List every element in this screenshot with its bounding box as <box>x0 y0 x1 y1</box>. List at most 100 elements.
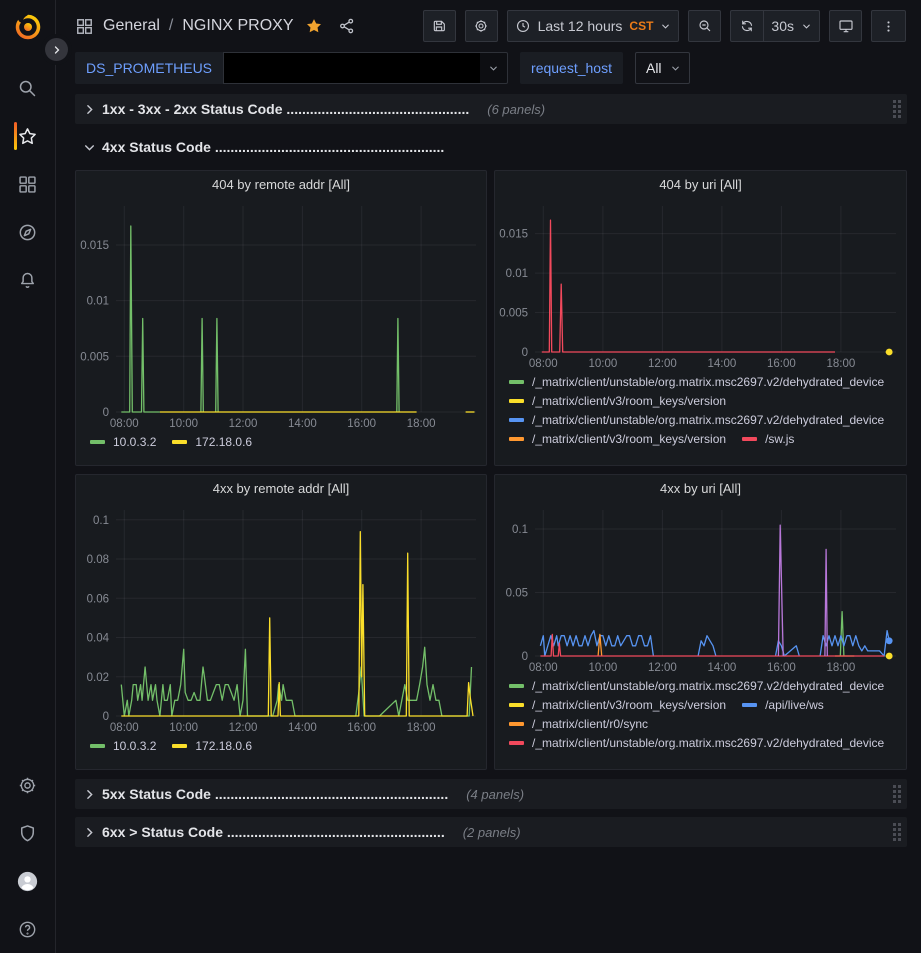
dashboard-settings-button[interactable] <box>464 10 498 42</box>
dashboard-variables-bar: DS_PROMETHEUS request_host All <box>56 52 921 88</box>
row-drag-handle[interactable] <box>893 100 901 118</box>
panel-legend: /_matrix/client/unstable/org.matrix.msc2… <box>495 373 906 465</box>
legend-swatch <box>742 703 758 707</box>
variable-label[interactable]: request_host <box>520 52 623 84</box>
sidebar-item-dashboards[interactable] <box>0 160 56 208</box>
svg-text:0.01: 0.01 <box>87 296 109 308</box>
legend-swatch <box>509 741 524 745</box>
variable-value-select[interactable]: All <box>634 52 690 84</box>
save-dashboard-button[interactable] <box>422 10 456 42</box>
legend-item[interactable]: /_matrix/client/unstable/org.matrix.msc2… <box>509 375 884 389</box>
legend-item[interactable]: 10.0.3.2 <box>90 435 156 449</box>
sidebar-item-starred[interactable] <box>0 112 56 160</box>
sidebar-expand-button[interactable] <box>45 38 68 61</box>
clock-icon <box>516 19 529 33</box>
series-line <box>200 317 204 413</box>
legend-label: /sw.js <box>765 432 795 446</box>
time-series-plot[interactable]: 08:00 10:00 12:00 14:00 16:00 18:00 0 0.05 0.1 <box>495 501 906 677</box>
panel-title[interactable]: 404 by uri [All] <box>659 176 742 192</box>
compass-icon <box>17 222 38 243</box>
sidebar-item-help[interactable] <box>0 905 56 953</box>
legend-item[interactable]: 172.18.0.6 <box>172 435 252 449</box>
panel-404-by-remote-addr: 404 by remote addr [All] 08:00 10:00 12:00… <box>75 170 487 466</box>
series-point-marker <box>885 637 893 645</box>
panel-title[interactable]: 4xx by uri [All] <box>660 480 741 496</box>
time-range-picker[interactable]: Last 12 hours CST <box>506 10 680 42</box>
panel-title[interactable]: 4xx by remote addr [All] <box>212 480 350 496</box>
legend-item[interactable]: /_matrix/client/unstable/org.matrix.msc2… <box>509 679 884 693</box>
more-options-button[interactable] <box>871 10 906 42</box>
legend-item[interactable]: /_matrix/client/unstable/org.matrix.msc2… <box>509 413 884 427</box>
svg-text:0: 0 <box>522 347 528 359</box>
legend-label: /_matrix/client/unstable/org.matrix.msc2… <box>532 736 885 750</box>
svg-text:14:00: 14:00 <box>708 358 737 370</box>
series-point-marker <box>885 652 893 660</box>
panel-legend: /_matrix/client/unstable/org.matrix.msc2… <box>495 677 906 769</box>
grafana-logo[interactable] <box>13 12 43 42</box>
refresh-button[interactable] <box>730 10 764 42</box>
breadcrumb-dashboard-title[interactable]: NGINX PROXY <box>182 17 294 34</box>
row-panel-count: (6 panels) <box>487 101 546 117</box>
svg-text:0.01: 0.01 <box>506 268 528 280</box>
row-drag-handle[interactable] <box>893 785 901 803</box>
row-title-dots: ........................................… <box>226 824 445 840</box>
cycle-view-mode-button[interactable] <box>829 10 862 42</box>
variable-ds-prometheus: DS_PROMETHEUS <box>75 52 509 84</box>
legend-swatch <box>90 440 105 444</box>
time-series-plot[interactable]: 08:00 10:00 12:00 14:00 16:00 18:00 0 0.02 0.04 0… <box>76 501 486 737</box>
zoom-out-time-button[interactable] <box>688 10 722 42</box>
svg-text:0: 0 <box>103 407 109 419</box>
refresh-interval-picker[interactable]: 30s <box>763 10 820 42</box>
legend-label: /_matrix/client/unstable/org.matrix.msc2… <box>532 413 885 427</box>
legend-label: /_matrix/client/unstable/org.matrix.msc2… <box>532 375 885 389</box>
timezone-label: CST <box>629 19 654 33</box>
sidebar-item-server-admin[interactable] <box>0 809 56 857</box>
chevron-right-icon <box>83 103 96 116</box>
legend-item[interactable]: /_matrix/client/v3/room_keys/version <box>509 394 726 408</box>
legend-item[interactable]: /sw.js <box>742 432 794 446</box>
zoom-out-icon <box>699 20 711 32</box>
row-5xx[interactable]: 5xx Status Code ........................… <box>75 779 907 809</box>
row-1xx-3xx-2xx[interactable]: 1xx - 3xx - 2xx Status Code ............… <box>75 94 907 124</box>
legend-swatch <box>509 722 524 726</box>
legend-item[interactable]: /_matrix/client/v3/room_keys/version <box>509 698 726 712</box>
svg-text:0.08: 0.08 <box>87 554 109 566</box>
legend-swatch <box>172 440 188 444</box>
series-line <box>121 225 160 413</box>
favorite-star-icon[interactable] <box>305 17 323 35</box>
row-title: 6xx > Status Code <box>102 824 223 840</box>
svg-text:12:00: 12:00 <box>648 358 677 370</box>
row-4xx[interactable]: 4xx Status Code ........................… <box>75 132 907 162</box>
legend-item[interactable]: /_matrix/client/r0/sync <box>509 717 648 731</box>
legend-item[interactable]: 172.18.0.6 <box>172 739 252 753</box>
svg-text:0.015: 0.015 <box>80 240 109 252</box>
series-line <box>540 633 885 657</box>
legend-item[interactable]: 10.0.3.2 <box>90 739 156 753</box>
row-title-dots: ........................................… <box>214 139 445 155</box>
row-title-dots: ........................................… <box>286 101 470 117</box>
legend-item[interactable]: /api/live/ws <box>742 698 824 712</box>
apps-grid-icon <box>75 17 94 36</box>
row-drag-handle[interactable] <box>893 823 901 841</box>
time-series-plot[interactable]: 08:00 10:00 12:00 14:00 16:00 18:00 0 0.005 0.01… <box>76 197 486 433</box>
legend-swatch <box>172 744 188 748</box>
legend-item[interactable]: /_matrix/client/v3/room_keys/version <box>509 432 726 446</box>
svg-text:12:00: 12:00 <box>229 722 258 734</box>
time-series-plot[interactable]: 08:00 10:00 12:00 14:00 16:00 18:00 0 0.005 0.01… <box>495 197 906 373</box>
variable-label[interactable]: DS_PROMETHEUS <box>75 52 224 84</box>
sidebar-item-profile[interactable] <box>0 857 56 905</box>
sidebar-item-alerting[interactable] <box>0 256 56 304</box>
sidebar-item-explore[interactable] <box>0 208 56 256</box>
svg-text:12:00: 12:00 <box>229 418 258 430</box>
row-6xx[interactable]: 6xx > Status Code ......................… <box>75 817 907 847</box>
legend-item[interactable]: /_matrix/client/unstable/org.matrix.msc2… <box>509 736 884 750</box>
series-line <box>396 317 400 413</box>
sidebar-item-configuration[interactable] <box>0 761 56 809</box>
panel-title[interactable]: 404 by remote addr [All] <box>211 176 351 192</box>
series-line <box>539 629 655 657</box>
svg-text:10:00: 10:00 <box>589 358 618 370</box>
share-icon[interactable] <box>338 17 356 35</box>
variable-value-select[interactable] <box>223 52 509 84</box>
breadcrumb-folder[interactable]: General <box>103 17 160 34</box>
sidebar-item-search[interactable] <box>0 64 56 112</box>
